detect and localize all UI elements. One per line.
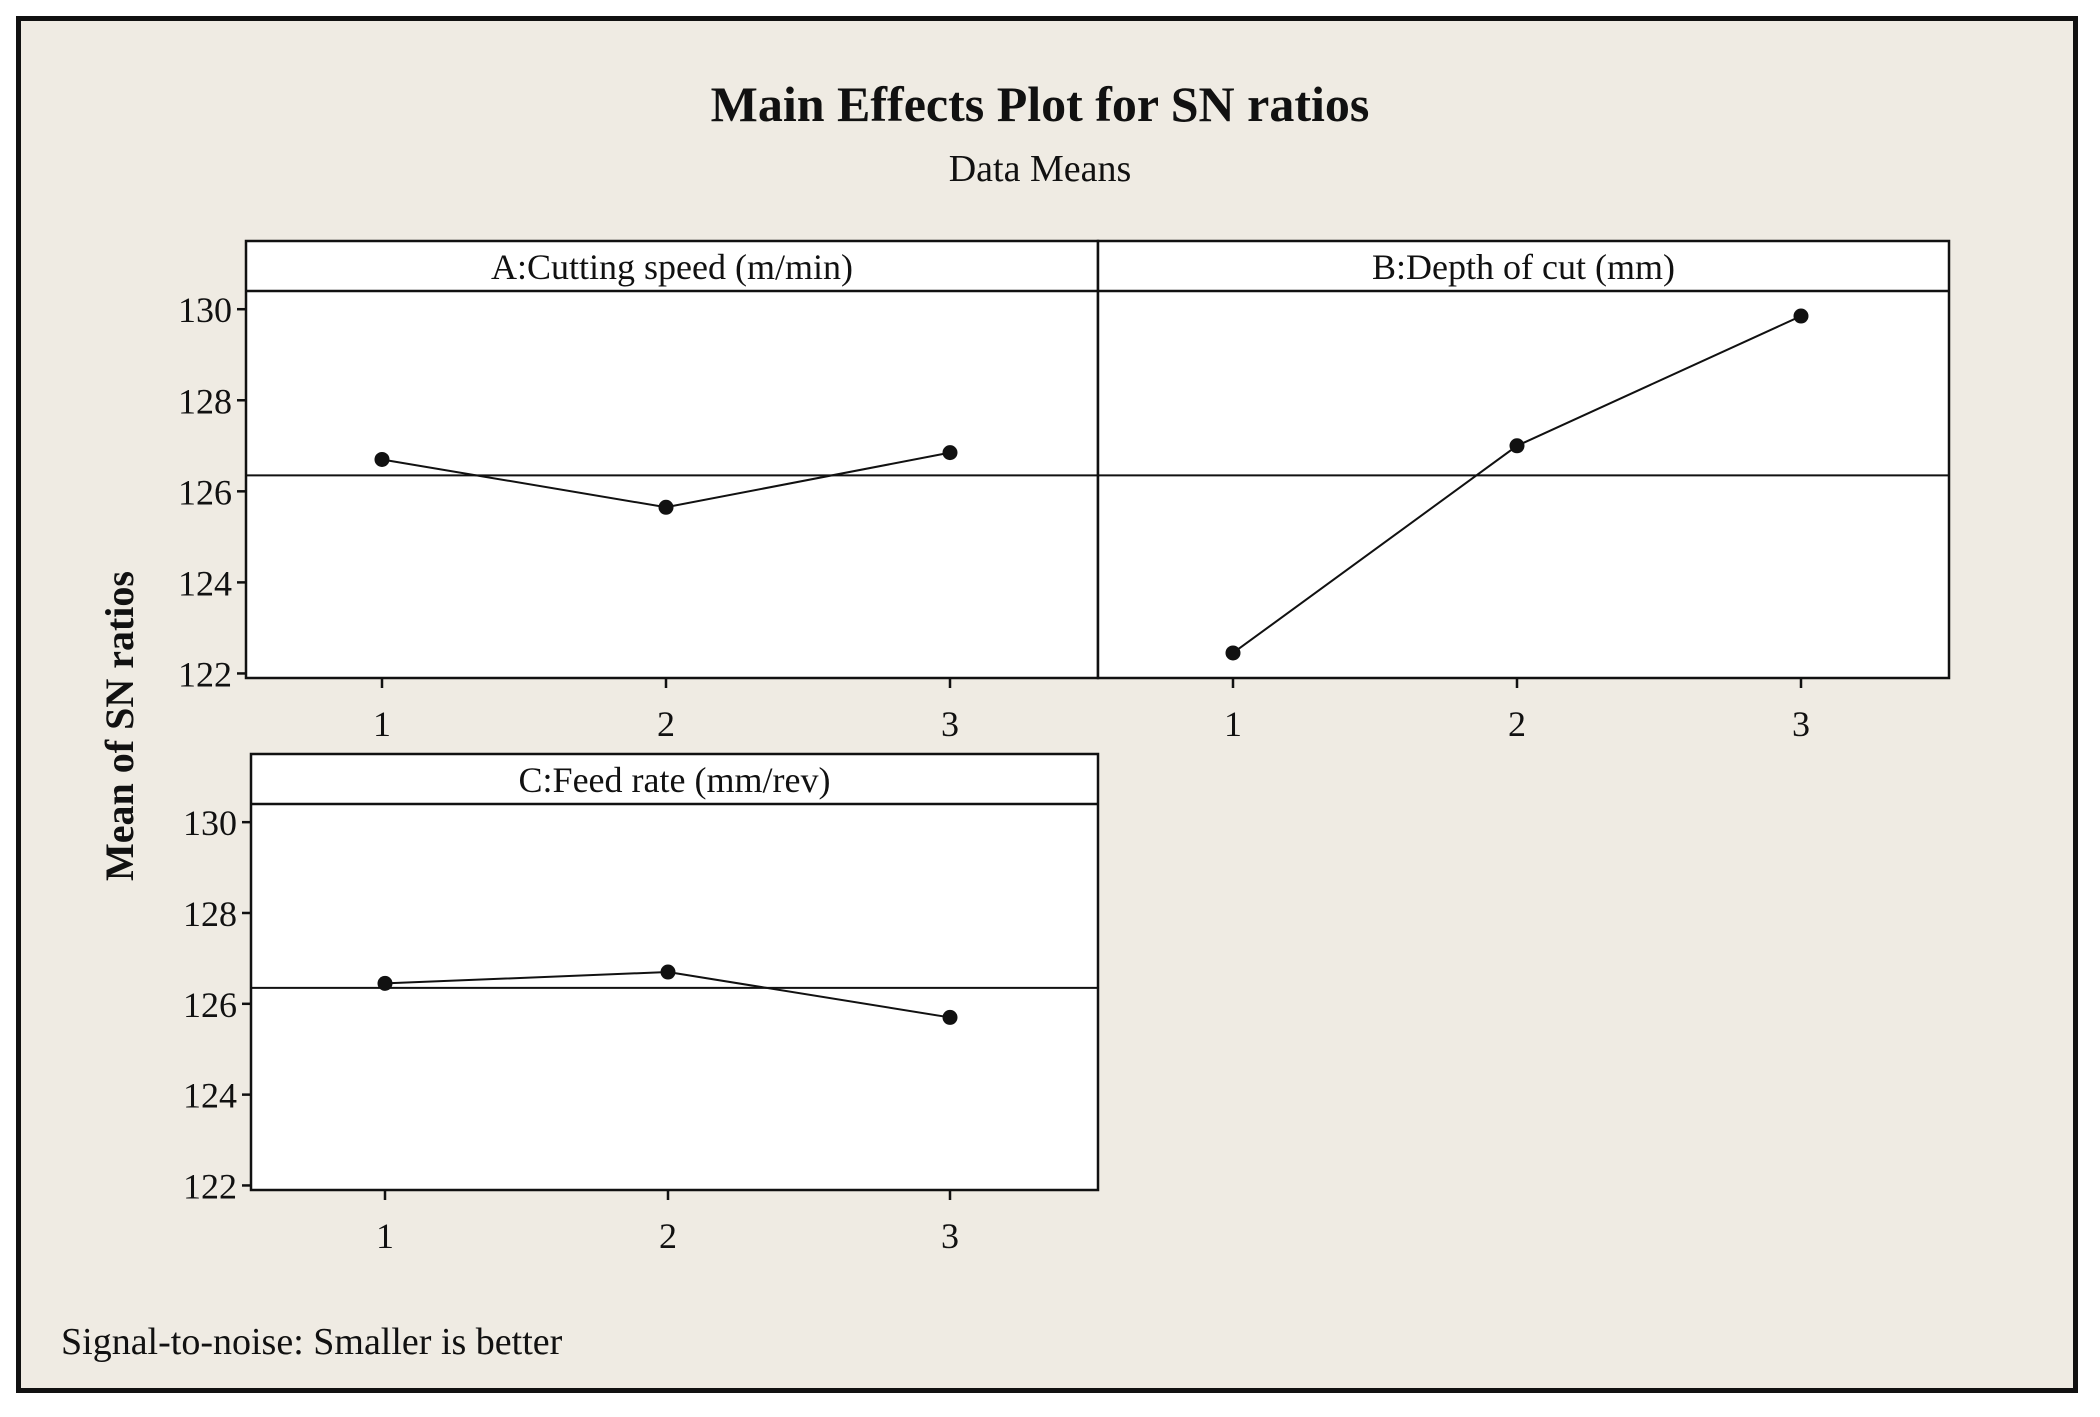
x-tick-label: 1: [376, 1216, 394, 1256]
panel-title: A:Cutting speed (m/min): [491, 247, 853, 287]
chart-subtitle: Data Means: [949, 148, 1132, 190]
data-point: [660, 964, 676, 980]
y-axis-label: Mean of SN ratios: [97, 571, 142, 881]
panel-3: C:Feed rate (mm/rev) 122 124 126 128 130 1 2 3: [183, 752, 1100, 1256]
x-tick-label: 2: [659, 1216, 677, 1256]
x-tick-label: 2: [1508, 704, 1526, 744]
panel-border: [244, 239, 1100, 680]
y-tick-label: 126: [178, 472, 232, 512]
y-tick-label: 124: [183, 1076, 237, 1116]
x-tick-label: 3: [941, 1216, 959, 1256]
y-tick-label: 130: [178, 290, 232, 330]
data-point: [1225, 645, 1241, 661]
data-point: [377, 975, 393, 991]
x-tick-label: 1: [373, 704, 391, 744]
main-effects-chart: Main Effects Plot for SN ratios Data Mea…: [61, 76, 1951, 1363]
panel-title: C:Feed rate (mm/rev): [519, 760, 831, 800]
data-point: [1509, 438, 1525, 454]
chart-frame: Main Effects Plot for SN ratios Data Mea…: [16, 16, 2078, 1393]
panel-1: A:Cutting speed (m/min) 122 124 126 128 130 1 2…: [178, 239, 1100, 744]
panel-border: [1096, 239, 1951, 680]
panel-title: B:Depth of cut (mm): [1372, 247, 1675, 287]
data-point: [942, 1009, 958, 1025]
data-point: [374, 451, 390, 467]
y-tick-label: 128: [178, 381, 232, 421]
y-tick-label: 126: [183, 985, 237, 1025]
y-tick-label: 124: [178, 563, 232, 603]
y-tick-label: 128: [183, 894, 237, 934]
data-point: [1793, 308, 1809, 324]
y-tick-label: 130: [183, 803, 237, 843]
x-tick-label: 2: [657, 704, 675, 744]
data-point: [942, 445, 958, 461]
panel-2: B:Depth of cut (mm) 1 2 3: [1096, 239, 1951, 744]
footnote: Signal-to-noise: Smaller is better: [61, 1321, 563, 1363]
x-tick-label: 3: [941, 704, 959, 744]
x-tick-label: 3: [1792, 704, 1810, 744]
x-tick-label: 1: [1224, 704, 1242, 744]
y-tick-label: 122: [183, 1166, 237, 1206]
y-tick-label: 122: [178, 654, 232, 694]
data-point: [658, 499, 674, 515]
chart-title: Main Effects Plot for SN ratios: [711, 76, 1370, 132]
